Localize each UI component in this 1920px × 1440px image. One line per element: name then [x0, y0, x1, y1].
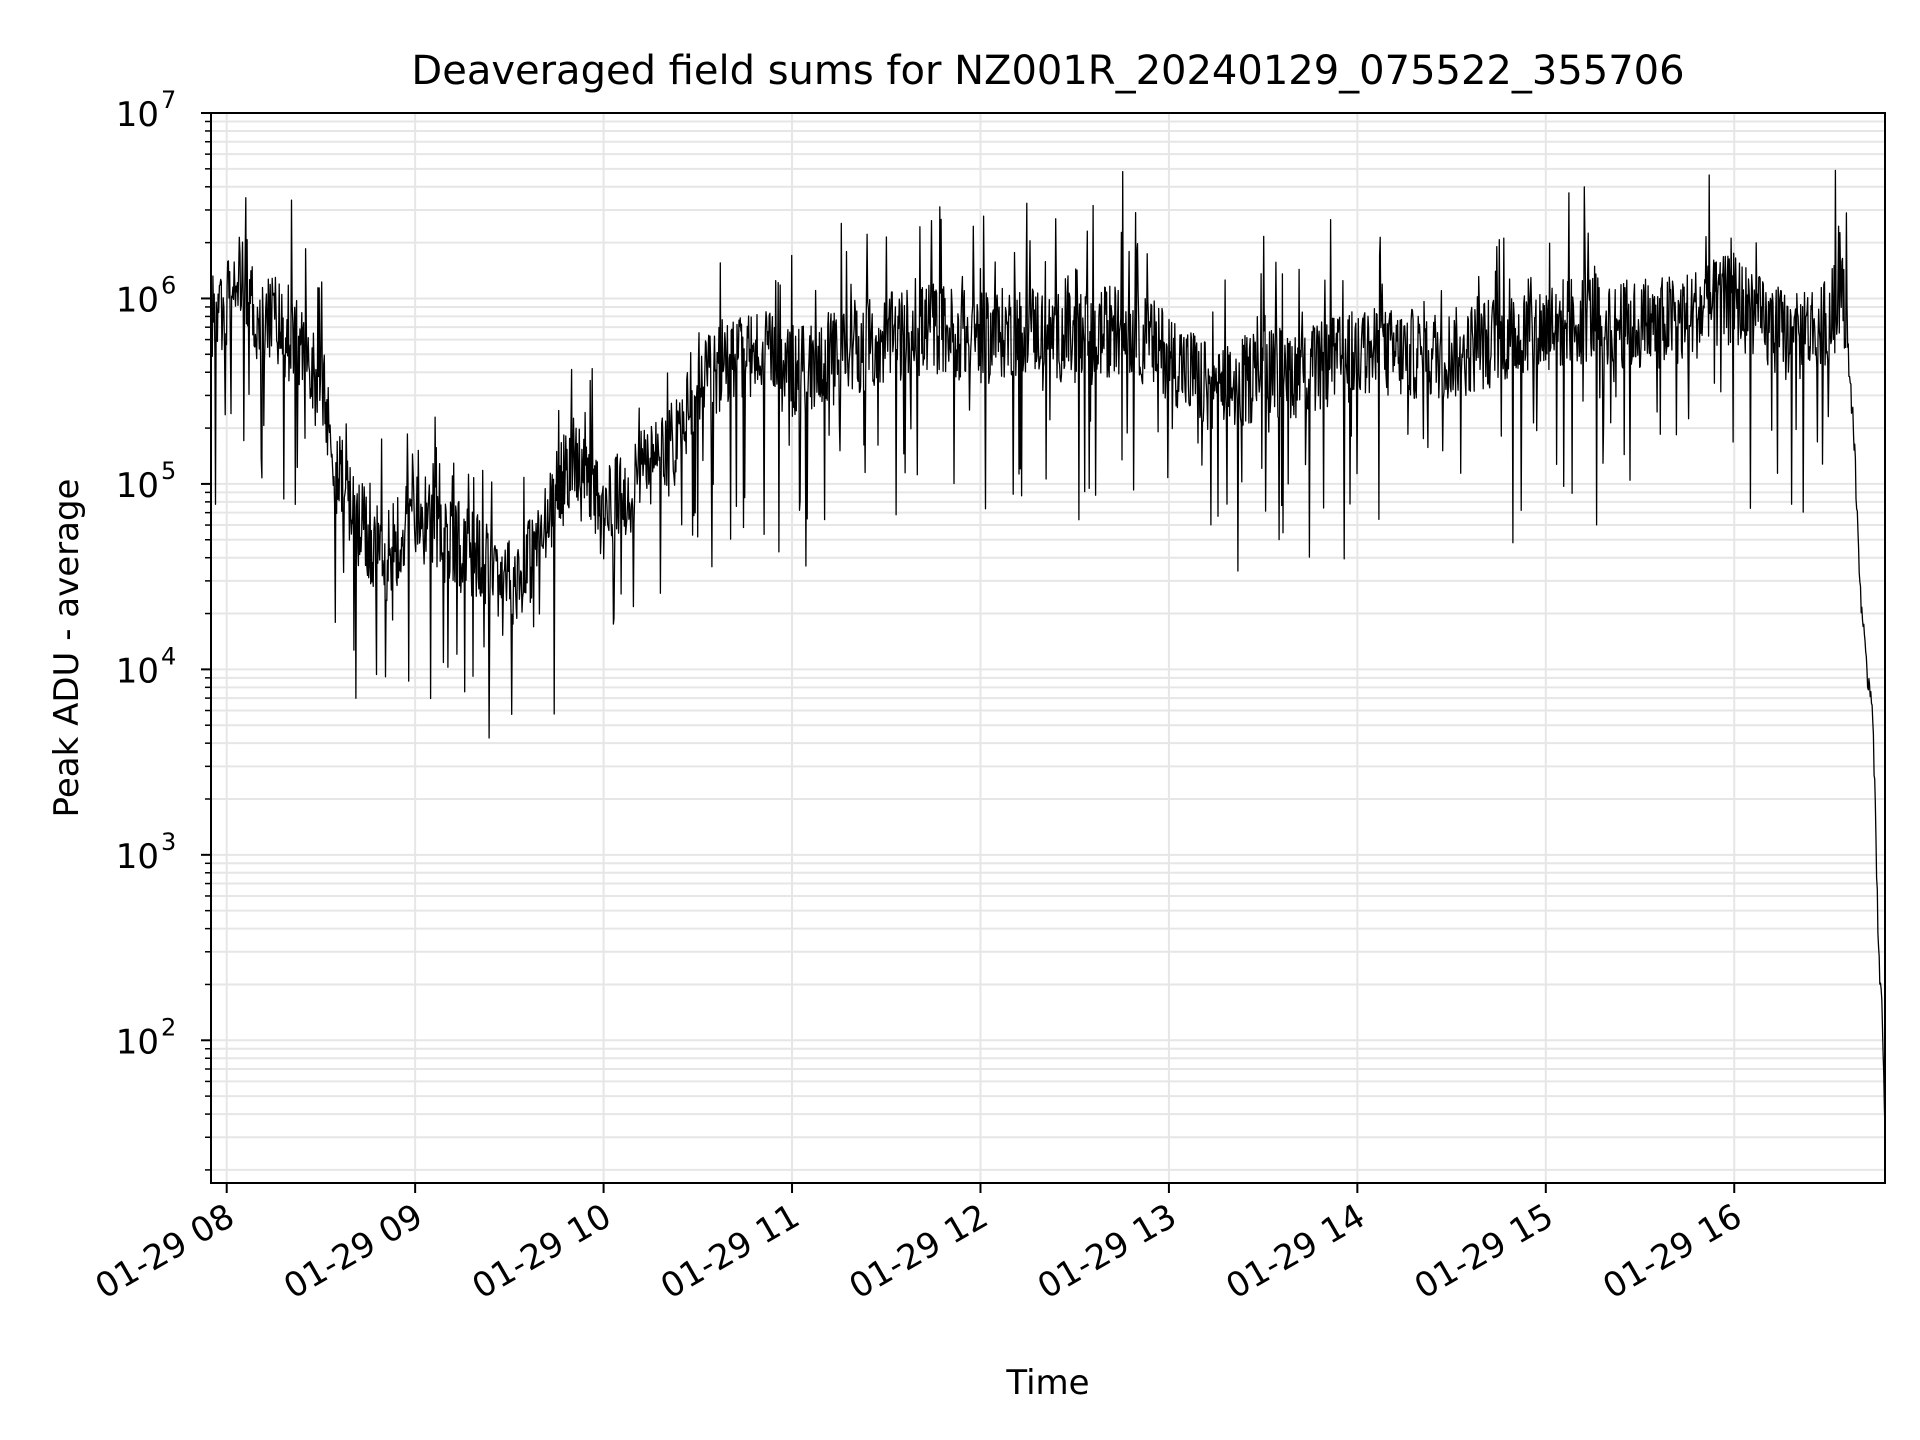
plot-frame	[210, 112, 1886, 1184]
y-tick-label: 10	[116, 1022, 159, 1062]
x-axis-label: Time	[1005, 1363, 1089, 1403]
y-tick-exponent: 5	[161, 457, 176, 485]
y-tick-label: 10	[116, 837, 159, 877]
y-tick-label: 10	[116, 95, 159, 135]
series-layer	[210, 169, 1886, 1129]
series-line	[210, 169, 1886, 1129]
y-tick-label: 10	[116, 651, 159, 691]
y-tick-exponent: 4	[161, 642, 176, 670]
y-tick-exponent: 3	[161, 828, 176, 856]
y-tick-label: 10	[116, 466, 159, 506]
minor-gridlines	[211, 120, 1885, 1171]
y-tick-label: 10	[116, 280, 159, 320]
y-axis-label: Peak ADU - average	[47, 479, 87, 818]
chart-title: Deaveraged field sums for NZ001R_2024012…	[411, 48, 1684, 94]
y-tick-exponent: 6	[161, 271, 176, 299]
y-tick-exponent: 2	[161, 1013, 176, 1041]
y-tick-exponent: 7	[161, 86, 176, 114]
